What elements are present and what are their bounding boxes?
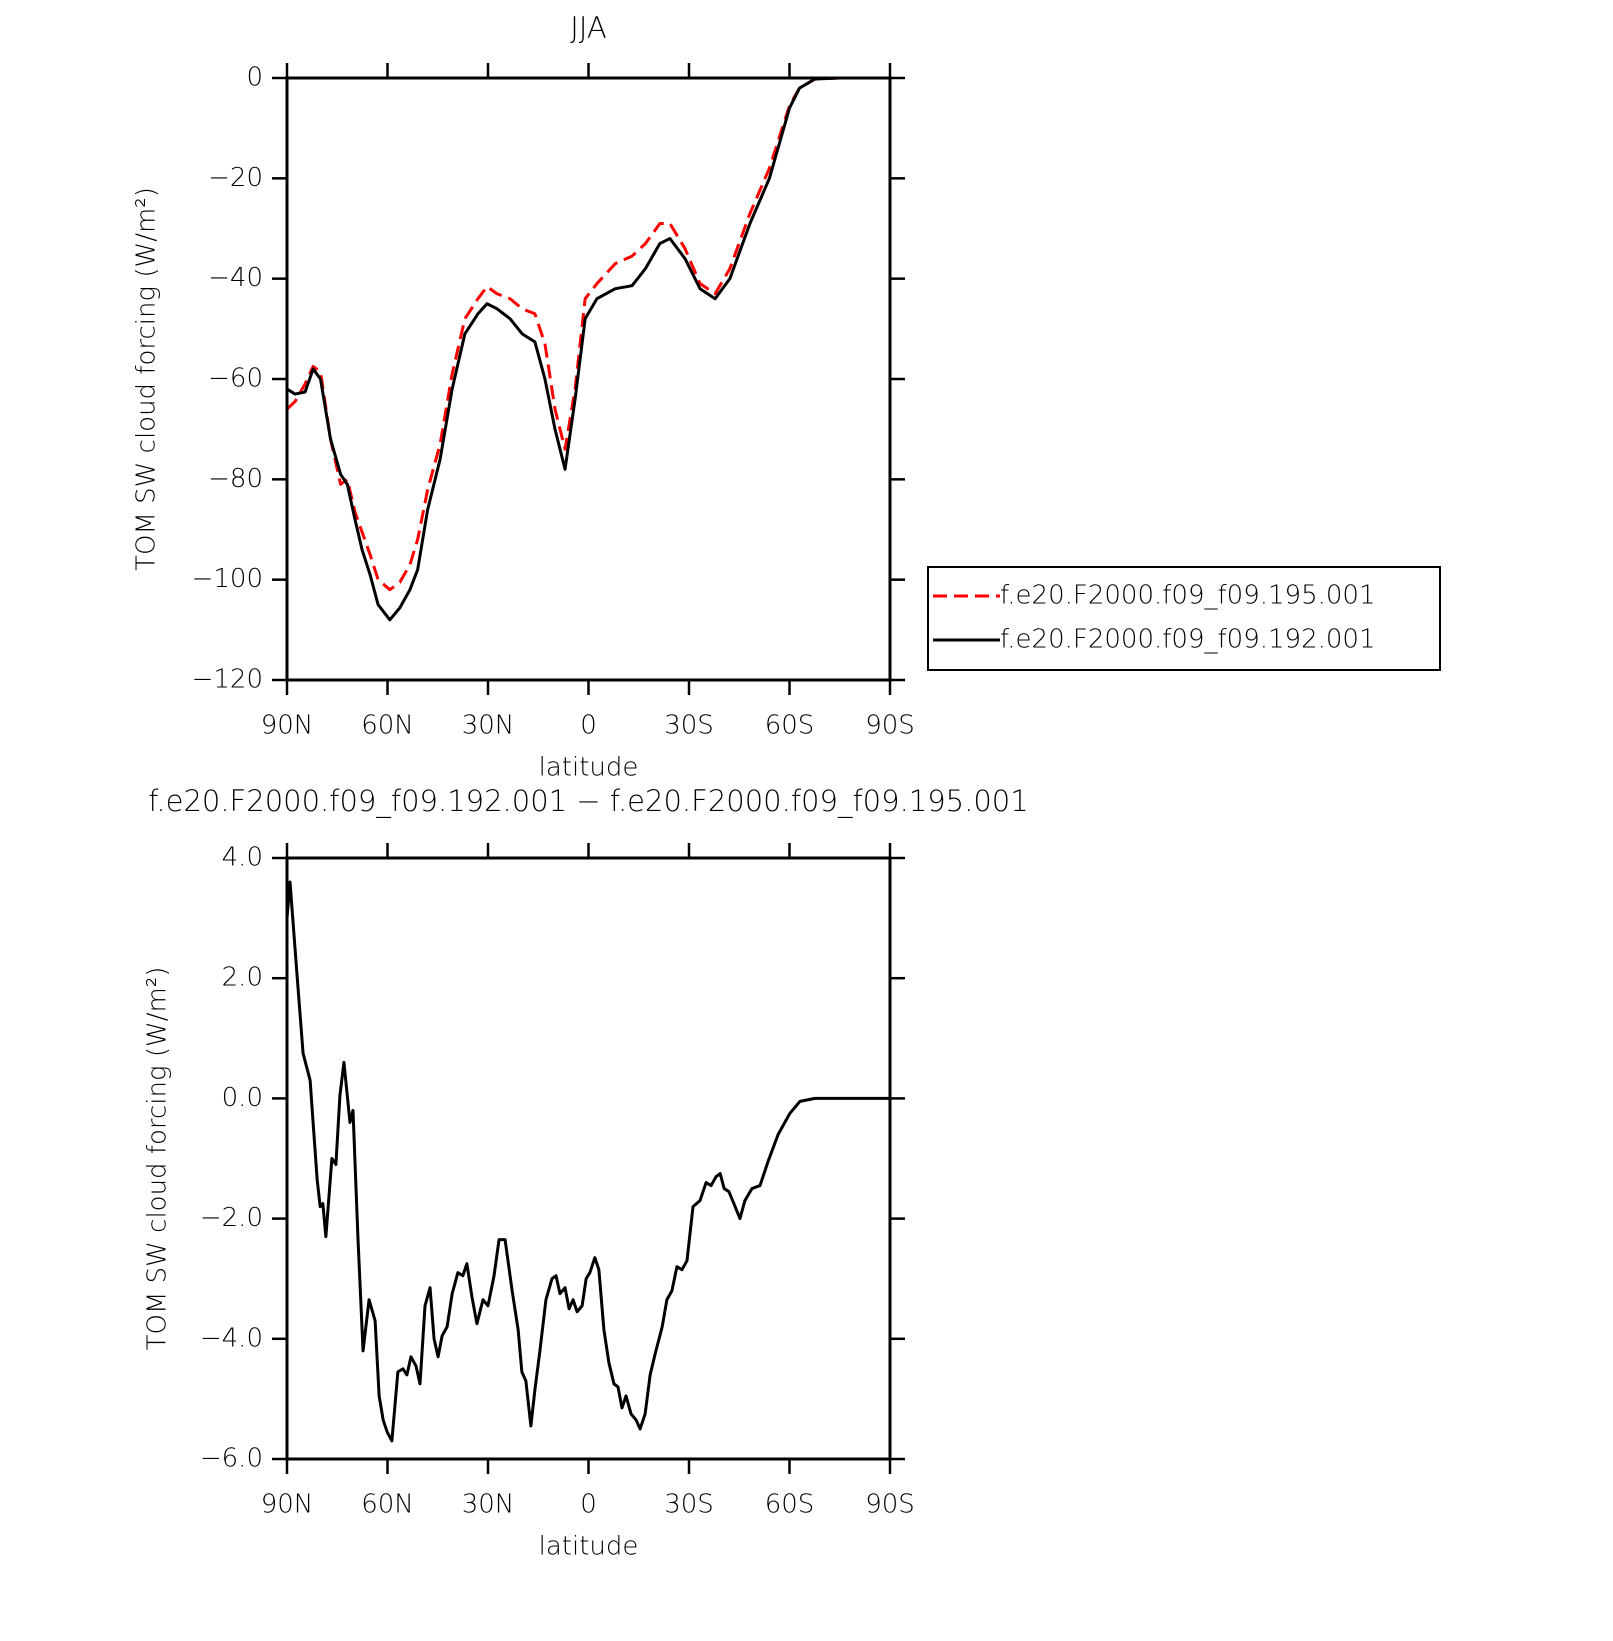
x-tick-label: 90S [865, 711, 915, 741]
x-tick-label: 0 [580, 1490, 597, 1520]
y-tick-label: −100 [192, 564, 263, 594]
y-tick-label: −80 [208, 464, 263, 494]
legend-label: f.e20.F2000.f09_f09.192.001 [1000, 625, 1376, 655]
y-tick-label: 2.0 [222, 963, 263, 993]
y-tick-label: 0.0 [222, 1083, 263, 1113]
y-tick-label: −20 [208, 163, 263, 193]
x-tick-label: 90N [261, 1490, 314, 1520]
y-axis-label: TOM SW cloud forcing (W/m²) [132, 187, 162, 571]
y-tick-label: −40 [208, 263, 263, 293]
y-tick-label: −4.0 [200, 1323, 263, 1353]
x-tick-label: 30S [664, 711, 714, 741]
x-tick-label: 30N [462, 1490, 515, 1520]
x-tick-label: 60S [765, 1490, 815, 1520]
series-line [285, 76, 890, 592]
plot-frame [285, 76, 892, 682]
y-tick-label: −2.0 [200, 1203, 263, 1233]
x-tick-label: 90N [261, 711, 314, 741]
legend-label: f.e20.F2000.f09_f09.195.001 [1000, 581, 1376, 611]
y-tick-label: −6.0 [200, 1444, 263, 1474]
x-tick-label: 0 [580, 711, 597, 741]
y-tick-label: 0 [246, 63, 263, 93]
series-line [286, 76, 890, 622]
chart-title: f.e20.F2000.f09_f09.192.001 − f.e20.F200… [148, 784, 1028, 819]
series-line [285, 880, 890, 1443]
x-tick-label: 60N [361, 711, 414, 741]
x-tick-label: 90S [865, 1490, 915, 1520]
y-axis-label: TOM SW cloud forcing (W/m²) [143, 967, 173, 1351]
plot-frame [285, 856, 892, 1461]
y-tick-label: −120 [192, 665, 263, 695]
y-tick-label: −60 [208, 364, 263, 394]
x-tick-label: 60N [361, 1490, 414, 1520]
y-tick-label: 4.0 [222, 843, 263, 873]
x-tick-label: 30N [462, 711, 515, 741]
x-tick-label: 60S [765, 711, 815, 741]
x-axis-label: latitude [539, 753, 639, 783]
x-tick-label: 30S [664, 1490, 714, 1520]
x-axis-label: latitude [539, 1532, 639, 1562]
chart-title: JJA [570, 11, 606, 45]
legend-box [927, 566, 1441, 671]
